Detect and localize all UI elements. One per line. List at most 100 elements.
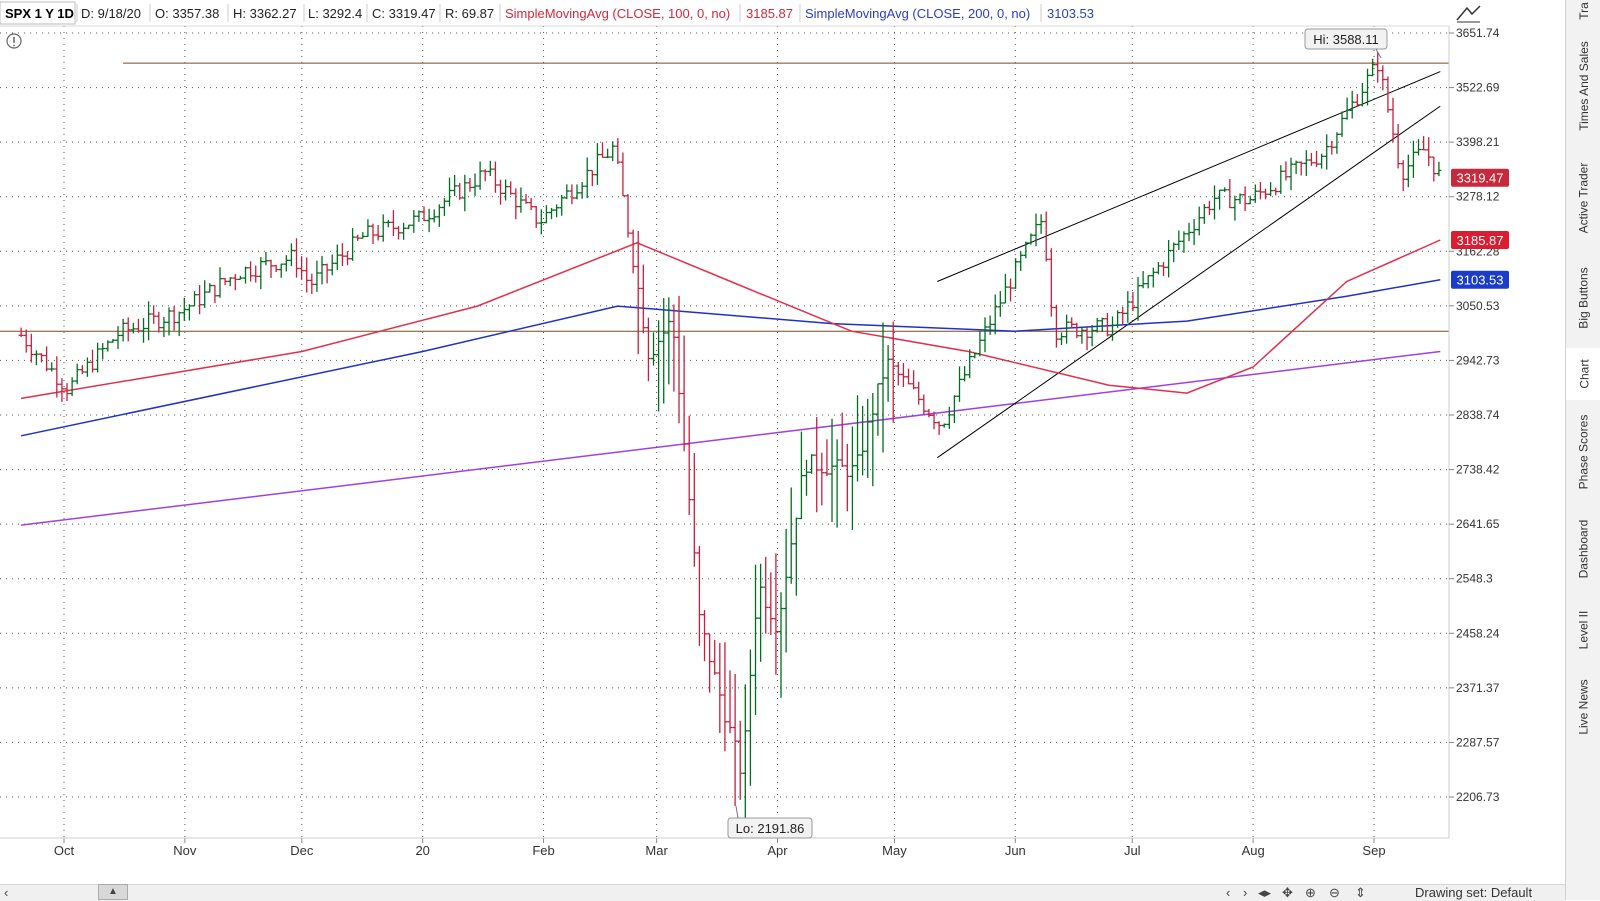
- ohlc-bar: [651, 332, 657, 366]
- ohlc-bar: [543, 205, 549, 224]
- info-icon[interactable]: [6, 33, 22, 49]
- ohlc-bar: [645, 317, 651, 382]
- chart-type-icon[interactable]: [1456, 5, 1481, 23]
- ohlc-bar: [345, 251, 351, 266]
- sidebar-tab-big-buttons[interactable]: Big Buttons: [1576, 267, 1591, 329]
- ohlc-bar: [1436, 161, 1442, 177]
- sidebar-tab-dashboard[interactable]: Dashboard: [1576, 519, 1591, 579]
- sidebar-tab-chart[interactable]: Chart: [1566, 348, 1600, 400]
- ohlc-bar: [895, 362, 901, 386]
- sidebar-tab-tra[interactable]: Tra: [1576, 2, 1591, 20]
- ohlc-bar: [197, 285, 203, 315]
- ohlc-bar: [696, 545, 702, 646]
- ohlc-bar: [1308, 152, 1314, 166]
- open-readout: O: 3357.38: [155, 6, 219, 21]
- ohlc-bar: [503, 179, 509, 201]
- ohlc-bar: [283, 255, 289, 272]
- ohlc-bar: [712, 639, 718, 675]
- ohlc-bar: [880, 322, 886, 453]
- ohlc-bar: [1104, 312, 1110, 337]
- ohlc-bar: [635, 230, 641, 355]
- sidebar-tab-times-and-sales[interactable]: Times And Sales: [1576, 41, 1591, 131]
- ohlc-bar: [130, 322, 136, 334]
- ohlc-bar: [681, 335, 687, 452]
- ohlc-bar: [1206, 200, 1212, 216]
- ohlc-bar: [411, 210, 417, 233]
- ohlc-bar: [972, 352, 978, 359]
- ohlc-bar: [1069, 317, 1075, 329]
- sidebar-tab-live-news[interactable]: Live News: [1576, 679, 1591, 735]
- ohlc-bar: [33, 350, 39, 366]
- ohlc-bar: [1130, 292, 1136, 312]
- ohlc-bar: [1283, 161, 1289, 181]
- sidebar-tab-phase-scores[interactable]: Phase Scores: [1576, 414, 1591, 490]
- scroll-left-icon[interactable]: ‹: [4, 885, 9, 900]
- ohlc-bar: [844, 443, 850, 512]
- ohlc-bar: [350, 228, 356, 261]
- ohlc-bar: [1344, 97, 1350, 120]
- ohlc-bar: [1349, 90, 1355, 119]
- ohlc-bar: [1426, 137, 1432, 167]
- ohlc-bar: [176, 311, 182, 337]
- pan-icon[interactable]: ✥: [1282, 885, 1293, 900]
- ohlc-bar: [982, 317, 988, 353]
- ohlc-bar: [299, 256, 305, 280]
- last-price-marker-text: 3319.47: [1457, 171, 1504, 186]
- ohlc-bar: [773, 553, 779, 675]
- sma200-study-label[interactable]: SimpleMovingAvg (CLOSE, 200, 0, no): [805, 6, 1030, 21]
- right-sidebar: Tra Times And Sales Active Trader Big Bu…: [1565, 0, 1600, 900]
- price-tick-label: 3522.69: [1456, 81, 1500, 95]
- scroll-right-arrow-icon[interactable]: ›: [1243, 885, 1248, 900]
- ohlc-bar: [1329, 140, 1335, 155]
- channel-line-lower: [937, 105, 1441, 459]
- ohlc-bar: [900, 363, 906, 388]
- ohlc-bar: [498, 179, 504, 205]
- price-axis-panel: [1449, 0, 1565, 884]
- sma100-price-marker: 3185.87: [1451, 231, 1509, 250]
- price-chart[interactable]: 3651.743522.693398.213278.123162.283050.…: [0, 0, 1565, 884]
- price-tick-label: 3050.53: [1456, 299, 1500, 313]
- ohlc-bar: [1385, 76, 1391, 113]
- ohlc-bar: [640, 264, 646, 334]
- ohlc-bar: [39, 353, 45, 363]
- price-markers: 3319.47 3185.87 3103.53: [1451, 168, 1509, 289]
- ohlc-bar: [946, 406, 952, 429]
- ohlc-bar: [676, 295, 682, 424]
- zoom-in-icon[interactable]: ⊕: [1305, 885, 1316, 900]
- ohlc-bar: [1319, 153, 1325, 169]
- zoom-out-icon[interactable]: ⊖: [1329, 885, 1340, 900]
- drawing-set-label[interactable]: Drawing set: Default: [1415, 885, 1533, 900]
- symbol-label[interactable]: SPX 1 Y 1D: [5, 6, 74, 21]
- ohlc-bar: [482, 169, 488, 182]
- expand-horizontal-icon[interactable]: ◂▸: [1258, 885, 1272, 900]
- time-tick-label: Jun: [1005, 843, 1026, 858]
- ohlc-bar: [441, 198, 447, 217]
- ohlc-bar: [1176, 230, 1182, 251]
- sma100-study-label[interactable]: SimpleMovingAvg (CLOSE, 100, 0, no): [505, 6, 730, 21]
- time-tick-label: 20: [415, 843, 429, 858]
- ohlc-bar: [819, 452, 825, 506]
- time-tick-label: Aug: [1242, 843, 1265, 858]
- ohlc-bar: [936, 421, 942, 435]
- scrollbar-thumb[interactable]: ▲: [98, 884, 128, 900]
- ohlc-bar: [1232, 195, 1238, 221]
- ohlc-bar: [839, 412, 845, 467]
- ohlc-bar: [426, 208, 432, 233]
- ohlc-bar: [666, 297, 672, 385]
- ohlc-bar: [1268, 182, 1274, 197]
- ohlc-bar: [564, 184, 570, 200]
- ohlc-bar: [1201, 204, 1207, 224]
- ohlc-bar: [18, 327, 24, 337]
- sidebar-tab-level-ii[interactable]: Level II: [1576, 610, 1591, 650]
- ohlc-bar: [941, 423, 947, 428]
- ohlc-bar: [890, 321, 896, 423]
- ohlc-bar: [1222, 187, 1228, 192]
- price-tick-label: 2371.37: [1456, 681, 1500, 695]
- ohlc-bar: [212, 284, 218, 304]
- price-tick-label: 3278.12: [1456, 190, 1500, 204]
- sidebar-tab-active-trader[interactable]: Active Trader: [1576, 162, 1591, 234]
- scroll-left-arrow-icon[interactable]: ‹: [1226, 885, 1231, 900]
- ohlc-bar: [1257, 182, 1263, 200]
- price-scale-icon[interactable]: ⇕: [1355, 885, 1366, 900]
- ohlc-bar: [1242, 186, 1248, 212]
